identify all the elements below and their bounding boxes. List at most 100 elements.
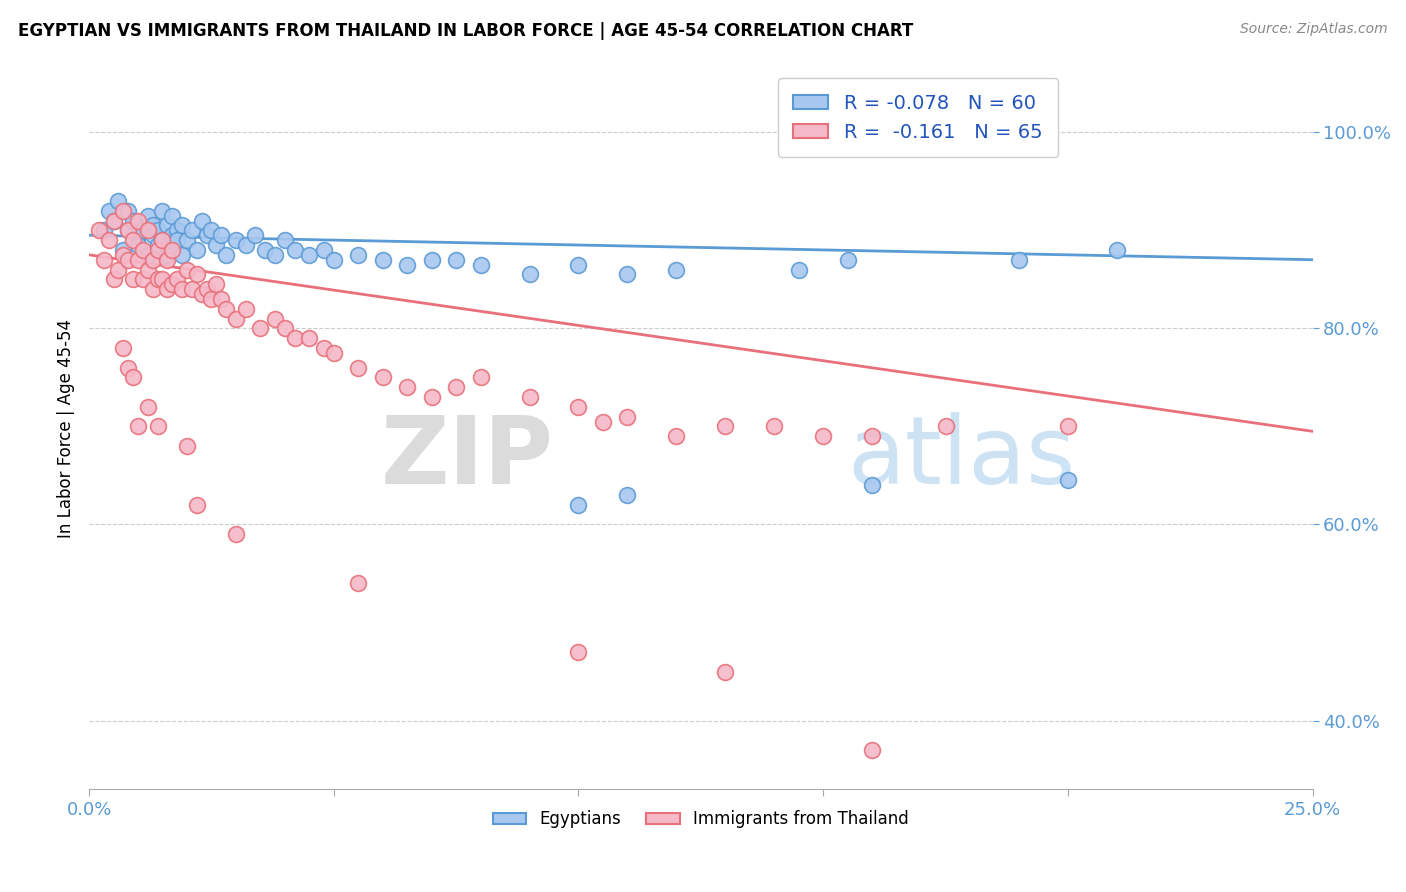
Point	[209, 292, 232, 306]
Point	[152, 233, 174, 247]
Point	[215, 301, 238, 316]
Point	[142, 219, 165, 233]
Point	[420, 390, 443, 404]
Point	[714, 419, 737, 434]
Point	[396, 380, 419, 394]
Point	[107, 262, 129, 277]
Point	[156, 248, 179, 262]
Point	[616, 268, 638, 282]
Point	[136, 223, 159, 237]
Point	[371, 252, 394, 267]
Point	[136, 248, 159, 262]
Point	[616, 488, 638, 502]
Point	[93, 252, 115, 267]
Point	[93, 223, 115, 237]
Point	[347, 576, 370, 591]
Point	[132, 243, 155, 257]
Point	[1008, 252, 1031, 267]
Text: Source: ZipAtlas.com: Source: ZipAtlas.com	[1240, 22, 1388, 37]
Point	[811, 429, 834, 443]
Point	[860, 429, 883, 443]
Point	[166, 233, 188, 247]
Point	[616, 409, 638, 424]
Point	[245, 228, 267, 243]
Point	[934, 419, 956, 434]
Point	[87, 223, 110, 237]
Point	[225, 311, 247, 326]
Point	[112, 248, 135, 262]
Text: ZIP: ZIP	[381, 412, 554, 504]
Point	[122, 213, 145, 227]
Point	[180, 282, 202, 296]
Point	[567, 258, 589, 272]
Point	[136, 400, 159, 414]
Point	[200, 223, 222, 237]
Point	[284, 243, 307, 257]
Point	[205, 277, 228, 292]
Point	[298, 248, 321, 262]
Point	[176, 233, 198, 247]
Point	[195, 282, 218, 296]
Point	[162, 277, 184, 292]
Point	[112, 341, 135, 355]
Point	[225, 233, 247, 247]
Point	[860, 743, 883, 757]
Point	[97, 233, 120, 247]
Point	[186, 268, 208, 282]
Point	[166, 223, 188, 237]
Point	[225, 527, 247, 541]
Point	[132, 223, 155, 237]
Point	[103, 213, 125, 227]
Point	[103, 213, 125, 227]
Point	[122, 272, 145, 286]
Point	[396, 258, 419, 272]
Point	[200, 292, 222, 306]
Point	[274, 321, 297, 335]
Point	[519, 268, 541, 282]
Point	[860, 478, 883, 492]
Point	[347, 248, 370, 262]
Point	[170, 219, 193, 233]
Point	[1057, 419, 1080, 434]
Point	[127, 419, 149, 434]
Point	[162, 228, 184, 243]
Point	[592, 415, 614, 429]
Point	[264, 248, 287, 262]
Point	[136, 262, 159, 277]
Point	[127, 228, 149, 243]
Point	[567, 498, 589, 512]
Point	[205, 238, 228, 252]
Point	[284, 331, 307, 345]
Point	[103, 272, 125, 286]
Point	[665, 429, 688, 443]
Point	[420, 252, 443, 267]
Y-axis label: In Labor Force | Age 45-54: In Labor Force | Age 45-54	[58, 319, 75, 539]
Point	[312, 341, 335, 355]
Point	[146, 223, 169, 237]
Point	[112, 203, 135, 218]
Point	[146, 419, 169, 434]
Point	[170, 282, 193, 296]
Point	[190, 213, 212, 227]
Point	[117, 203, 139, 218]
Point	[1057, 474, 1080, 488]
Point	[97, 203, 120, 218]
Point	[117, 252, 139, 267]
Point	[146, 238, 169, 252]
Legend: Egyptians, Immigrants from Thailand: Egyptians, Immigrants from Thailand	[486, 804, 915, 835]
Point	[136, 209, 159, 223]
Point	[142, 228, 165, 243]
Point	[146, 272, 169, 286]
Point	[254, 243, 277, 257]
Point	[152, 272, 174, 286]
Point	[298, 331, 321, 345]
Point	[371, 370, 394, 384]
Point	[444, 252, 467, 267]
Point	[176, 439, 198, 453]
Point	[117, 223, 139, 237]
Point	[249, 321, 271, 335]
Point	[156, 219, 179, 233]
Point	[1105, 243, 1128, 257]
Point	[170, 248, 193, 262]
Point	[195, 228, 218, 243]
